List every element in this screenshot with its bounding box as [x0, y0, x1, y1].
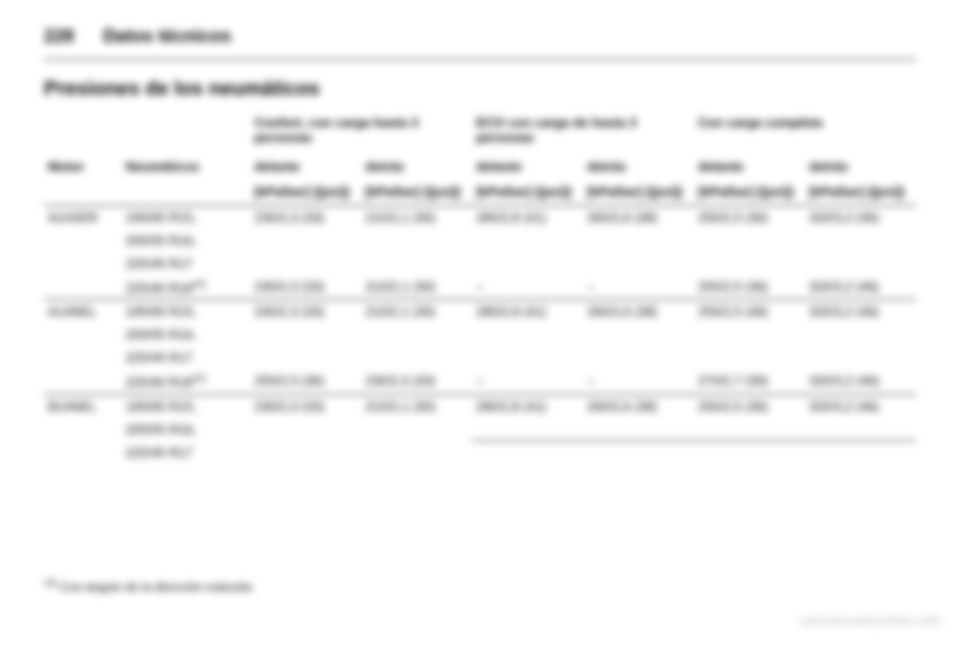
- cell-tire: 195/65 R15,: [122, 300, 251, 324]
- cell-tire: 205/55 R16,: [122, 323, 251, 346]
- cell-value: 320/3,2 (46): [805, 369, 916, 394]
- cell-value: –: [583, 275, 694, 300]
- cell-motor: A14XER: [44, 206, 122, 230]
- page-container: 228 Datos técnicos Presiones de los neum…: [0, 0, 960, 464]
- cell-value: 320/3,2 (46): [805, 275, 916, 300]
- page-header: 228 Datos técnicos: [44, 26, 916, 47]
- table-row: A14NEL 195/65 R15, 230/2,3 (33) 210/2,1 …: [44, 300, 916, 324]
- unit-1: [kPa/bar] ([psi]): [250, 180, 361, 206]
- unit-2: [kPa/bar] ([psi]): [361, 180, 472, 206]
- cell-value: 320/3,2 (46): [805, 206, 916, 230]
- chapter-title: Datos técnicos: [103, 26, 231, 46]
- unit-4: [kPa/bar] ([psi]): [583, 180, 694, 206]
- cell-value: –: [472, 369, 583, 394]
- col-group-eco: ECO con carga de hasta 3 personas: [472, 115, 694, 155]
- col-detras-3: detrás: [805, 155, 916, 180]
- table-row: 225/45 R17: [44, 441, 916, 464]
- cell-value: 210/2,1 (30): [361, 275, 472, 300]
- cell-motor: B14NEL: [44, 394, 122, 418]
- cell-value: 230/2,3 (33): [250, 206, 361, 230]
- cell-value: –: [583, 369, 694, 394]
- cell-value: 230/2,3 (33): [250, 394, 361, 418]
- col-delante-3: delante: [694, 155, 805, 180]
- footnote-marker: 10): [44, 578, 57, 588]
- cell-value: 320/3,2 (46): [805, 394, 916, 418]
- watermark: carmanualsonline.info: [800, 612, 943, 628]
- cell-value: 260/2,6 (38): [583, 394, 694, 418]
- cell-value: 250/2,5 (36): [694, 300, 805, 324]
- col-delante-2: delante: [472, 155, 583, 180]
- footnote: 10) Con ángulo de la dirección reducido.: [44, 578, 255, 594]
- cell-value: 270/2,7 (39): [694, 369, 805, 394]
- sup-marker: 10): [193, 279, 206, 289]
- cell-tire: 195/65 R15,: [122, 206, 251, 230]
- cell-value: 210/2,1 (30): [361, 300, 472, 324]
- col-detras-2: detrás: [583, 155, 694, 180]
- table-row: 205/55 R16,: [44, 229, 916, 252]
- unit-6: [kPa/bar] ([psi]): [805, 180, 916, 206]
- cell-value: 280/2,8 (41): [472, 300, 583, 324]
- table-row: 225/40 R1810) 230/2,3 (33) 210/2,1 (30) …: [44, 275, 916, 300]
- col-group-confort: Confort, con carga hasta 3 personas: [250, 115, 472, 155]
- unit-3: [kPa/bar] ([psi]): [472, 180, 583, 206]
- cell-value: 280/2,8 (41): [472, 206, 583, 230]
- cell-tire-text: 225/40 R18: [126, 375, 193, 390]
- table-row: A14XER 195/65 R15, 230/2,3 (33) 210/2,1 …: [44, 206, 916, 230]
- header-rule: [44, 59, 916, 60]
- col-motor: Motor: [44, 155, 122, 180]
- cell-tire: 225/40 R1810): [122, 369, 251, 394]
- section-title: Presiones de los neumáticos: [44, 78, 916, 101]
- cell-tire: 225/45 R17: [122, 346, 251, 369]
- col-delante-1: delante: [250, 155, 361, 180]
- cell-value: 250/2,5 (36): [694, 394, 805, 418]
- cell-tire: 205/55 R16,: [122, 418, 251, 441]
- cell-value: 280/2,8 (41): [472, 394, 583, 418]
- unit-5: [kPa/bar] ([psi]): [694, 180, 805, 206]
- cell-tire: 225/45 R17: [122, 441, 251, 464]
- col-group-full: Con carga completa: [694, 115, 916, 155]
- cell-value: 230/2,3 (33): [250, 300, 361, 324]
- tire-pressure-table: Confort, con carga hasta 3 personas ECO …: [44, 115, 916, 464]
- col-detras-1: detrás: [361, 155, 472, 180]
- cell-value: 210/2,1 (30): [361, 206, 472, 230]
- cell-tire: 205/55 R16,: [122, 229, 251, 252]
- footnote-text: Con ángulo de la dirección reducido.: [60, 580, 255, 594]
- col-neumaticos: Neumáticos: [122, 155, 251, 180]
- cell-tire: 195/65 R15,: [122, 394, 251, 418]
- cell-motor: A14NEL: [44, 300, 122, 324]
- cell-value: 210/2,1 (30): [361, 394, 472, 418]
- table-row: 225/45 R17: [44, 346, 916, 369]
- cell-value: 230/2,3 (33): [361, 369, 472, 394]
- table-sub-header: Motor Neumáticos delante detrás delante …: [44, 155, 916, 180]
- cell-value: 320/3,2 (46): [805, 300, 916, 324]
- table-group-header: Confort, con carga hasta 3 personas ECO …: [44, 115, 916, 155]
- table-row: 205/55 R16,: [44, 418, 916, 441]
- cell-value: 260/2,6 (38): [583, 300, 694, 324]
- table-row: 205/55 R16,: [44, 323, 916, 346]
- cell-value: –: [472, 275, 583, 300]
- cell-tire: 225/40 R1810): [122, 275, 251, 300]
- cell-tire: 225/45 R17: [122, 252, 251, 275]
- cell-tire-text: 225/40 R18: [126, 280, 193, 295]
- table-row: 225/40 R1810) 250/2,5 (36) 230/2,3 (33) …: [44, 369, 916, 394]
- cell-value: 260/2,6 (38): [583, 206, 694, 230]
- cell-value: 250/2,5 (36): [250, 369, 361, 394]
- page-number: 228: [44, 26, 74, 46]
- cell-value: 250/2,5 (36): [694, 206, 805, 230]
- table-unit-header: [kPa/bar] ([psi]) [kPa/bar] ([psi]) [kPa…: [44, 180, 916, 206]
- cell-value: 250/2,5 (36): [694, 275, 805, 300]
- sup-marker: 10): [193, 373, 206, 383]
- table-row: B14NEL 195/65 R15, 230/2,3 (33) 210/2,1 …: [44, 394, 916, 418]
- cell-value: 230/2,3 (33): [250, 275, 361, 300]
- table-row: 225/45 R17: [44, 252, 916, 275]
